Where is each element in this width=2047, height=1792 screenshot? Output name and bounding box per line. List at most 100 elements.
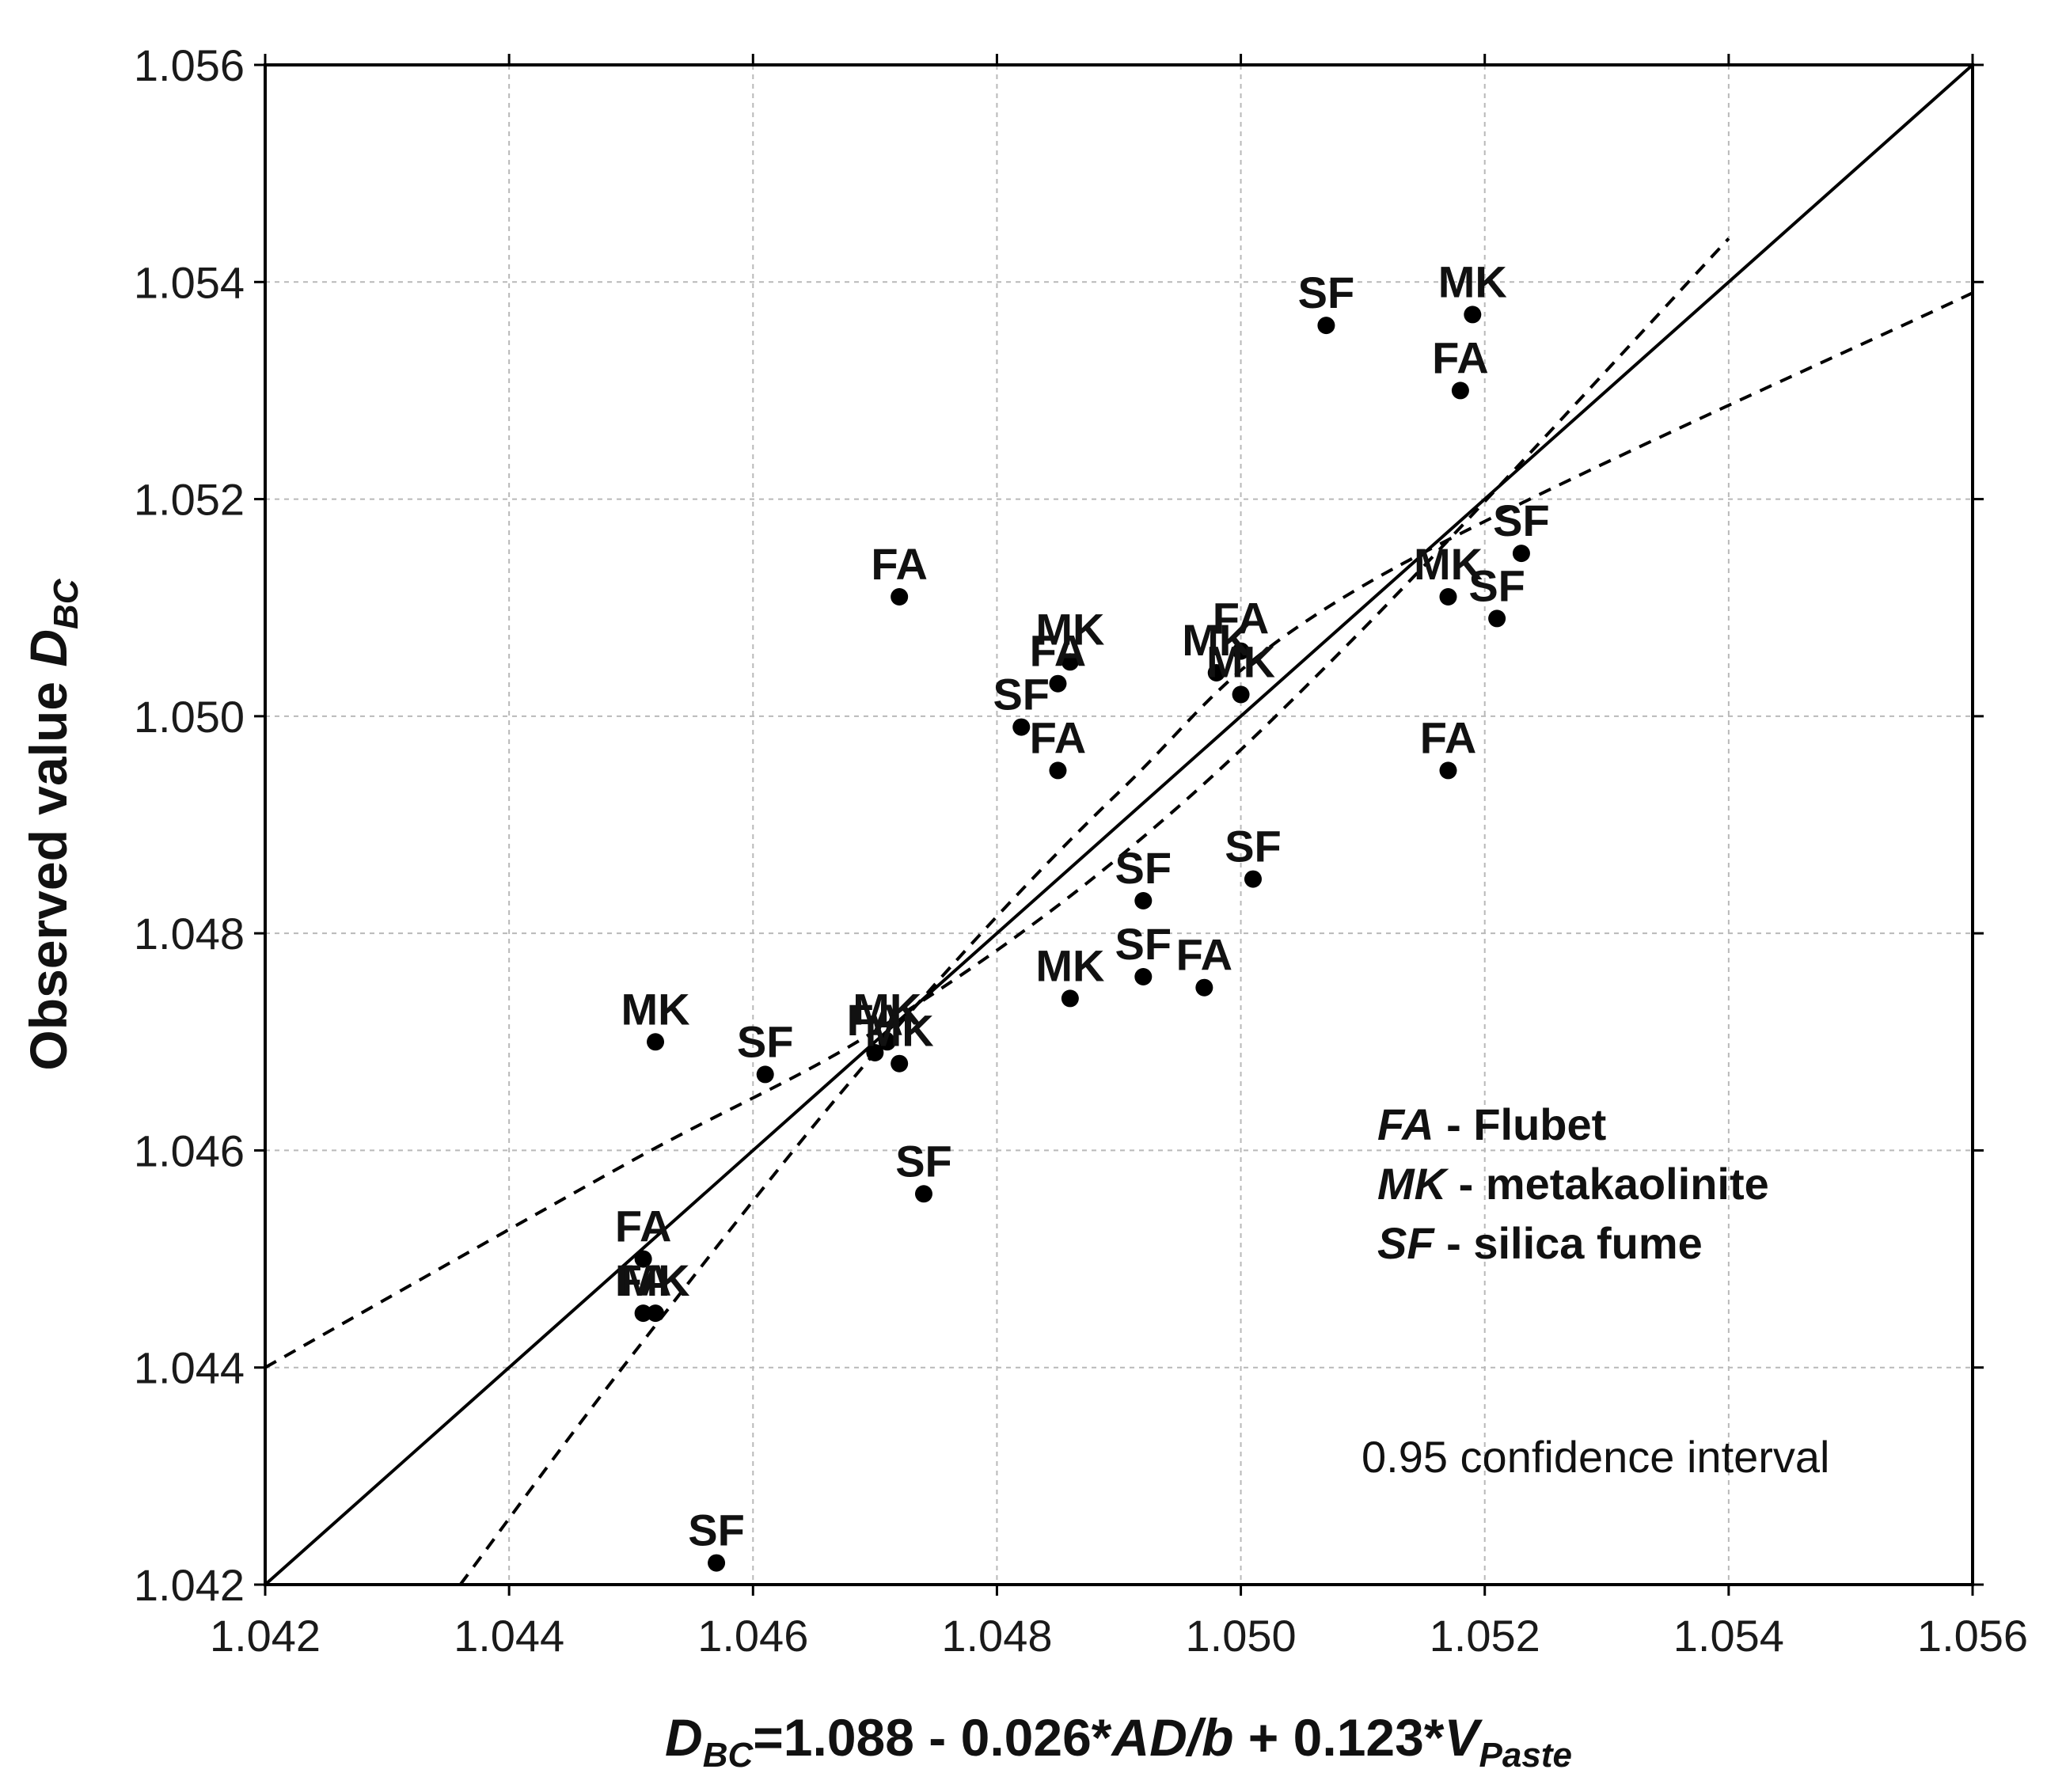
- plot-frame: [264, 63, 1974, 1586]
- point-label: FA: [1432, 332, 1489, 382]
- point-marker: [1012, 718, 1031, 736]
- x-axis-title: DBC=1.088 - 0.026*AD/b + 0.123*VPaste: [665, 1708, 1572, 1775]
- x-tick-label: 1.044: [454, 1611, 564, 1661]
- point-marker: [708, 1554, 726, 1572]
- y-tick-label: 1.054: [134, 257, 245, 307]
- data-point-mk: MK: [1206, 636, 1275, 704]
- data-point-fa: FA: [1432, 332, 1489, 400]
- point-label: FA: [615, 1202, 672, 1251]
- data-point-mk: MK: [853, 984, 921, 1051]
- data-point-fa: FA: [1030, 626, 1086, 693]
- y-tick-label: 1.050: [134, 692, 245, 742]
- point-marker: [647, 1304, 665, 1323]
- point-marker: [1195, 978, 1213, 997]
- regression-line: [265, 65, 1973, 1585]
- grid-lines: [265, 65, 1973, 1585]
- x-tick-label: 1.046: [697, 1611, 808, 1661]
- point-marker: [1134, 968, 1153, 985]
- point-marker: [1512, 545, 1530, 563]
- point-label: FA: [1420, 712, 1477, 762]
- data-point-fa: FA: [847, 995, 903, 1061]
- data-point-sf: SF: [993, 670, 1050, 736]
- data-point-fa: FA: [1420, 712, 1477, 780]
- point-label: MK: [621, 1255, 689, 1305]
- point-label: MK: [1035, 604, 1104, 654]
- point-marker: [1439, 588, 1457, 606]
- data-point-sf: SF: [1493, 495, 1550, 563]
- tick-labels: 1.042 1.044 1.046 1.048 1.050 1.052 1.054 1.056…: [134, 40, 2028, 1661]
- data-point-fa: FA: [615, 1255, 672, 1323]
- data-point-mk: MK: [1035, 604, 1104, 671]
- point-marker: [1317, 317, 1335, 335]
- data-point-mk: MK: [621, 984, 690, 1051]
- point-label: MK: [1438, 256, 1507, 306]
- y-tick-label: 1.044: [134, 1343, 245, 1393]
- point-marker: [1061, 653, 1079, 671]
- point-label: FA: [1176, 930, 1233, 980]
- data-point-sf: SF: [1115, 843, 1172, 909]
- point-label: MK: [1182, 615, 1251, 665]
- data-point-mk: MK: [621, 1255, 690, 1323]
- legend-item-fa: FA - Flubet: [1377, 1099, 1606, 1149]
- data-point-sf: SF: [1225, 822, 1282, 888]
- data-point-mk: MK: [1438, 256, 1507, 324]
- data-point-sf: SF: [688, 1505, 745, 1572]
- point-marker: [1488, 609, 1506, 628]
- point-marker: [647, 1033, 665, 1051]
- point-label: SF: [737, 1016, 794, 1066]
- x-tick-label: 1.048: [941, 1611, 1052, 1661]
- x-tick-label: 1.054: [1673, 1611, 1784, 1661]
- point-label: FA: [1213, 594, 1270, 644]
- x-tick-label: 1.052: [1430, 1611, 1540, 1661]
- legend-item-sf: SF - silica fume: [1377, 1218, 1703, 1268]
- point-label: SF: [993, 670, 1050, 719]
- data-point-fa: FA: [1030, 712, 1086, 780]
- point-label: SF: [1115, 919, 1172, 969]
- data-point-fa: FA: [1213, 594, 1270, 660]
- point-marker: [914, 1185, 932, 1203]
- data-point-mk: MK: [1182, 615, 1251, 681]
- x-tick-label: 1.042: [210, 1611, 321, 1661]
- data-point-fa: FA: [871, 539, 928, 606]
- legend-item-mk: MK - metakaolinite: [1377, 1159, 1769, 1209]
- confidence-note: 0.95 confidence interval: [1362, 1432, 1830, 1482]
- point-marker: [866, 1044, 884, 1061]
- y-tick-label: 1.048: [134, 909, 245, 959]
- point-marker: [634, 1250, 652, 1268]
- point-marker: [891, 1054, 909, 1073]
- point-marker: [1207, 664, 1225, 681]
- data-point-mk: MK: [1035, 940, 1104, 1008]
- axis-ticks: [254, 54, 1984, 1596]
- point-label: MK: [853, 984, 921, 1034]
- point-marker: [891, 588, 909, 606]
- data-point-fa: FA: [615, 1202, 672, 1268]
- data-point-fa: FA: [1176, 930, 1233, 997]
- data-point-sf: SF: [1468, 560, 1525, 628]
- point-label: SF: [1468, 560, 1525, 610]
- legend: FA - Flubet MK - metakaolinite SF - sili…: [1377, 1099, 1769, 1268]
- point-marker: [878, 1033, 896, 1051]
- point-marker: [1464, 306, 1482, 324]
- y-tick-label: 1.042: [134, 1560, 245, 1610]
- data-point-sf: SF: [895, 1136, 952, 1203]
- data-point-mk: MK: [865, 1006, 934, 1073]
- point-marker: [1049, 674, 1067, 693]
- confidence-upper-line: [265, 237, 1730, 1369]
- data-point-sf: SF: [1298, 268, 1355, 335]
- point-label: SF: [688, 1505, 745, 1555]
- point-label: FA: [615, 1255, 672, 1305]
- point-label: SF: [1298, 268, 1355, 317]
- point-marker: [1134, 892, 1153, 909]
- point-label: SF: [895, 1136, 952, 1186]
- point-marker: [634, 1304, 652, 1323]
- point-label: MK: [1414, 539, 1483, 589]
- point-label: MK: [1206, 636, 1275, 686]
- data-point-mk: MK: [1414, 539, 1483, 606]
- point-marker: [1244, 870, 1262, 888]
- confidence-lower-line: [458, 291, 1973, 1585]
- y-tick-label: 1.046: [134, 1126, 245, 1175]
- x-tick-label: 1.050: [1186, 1611, 1297, 1661]
- point-label: SF: [1225, 822, 1282, 871]
- x-tick-label: 1.056: [1917, 1611, 2028, 1661]
